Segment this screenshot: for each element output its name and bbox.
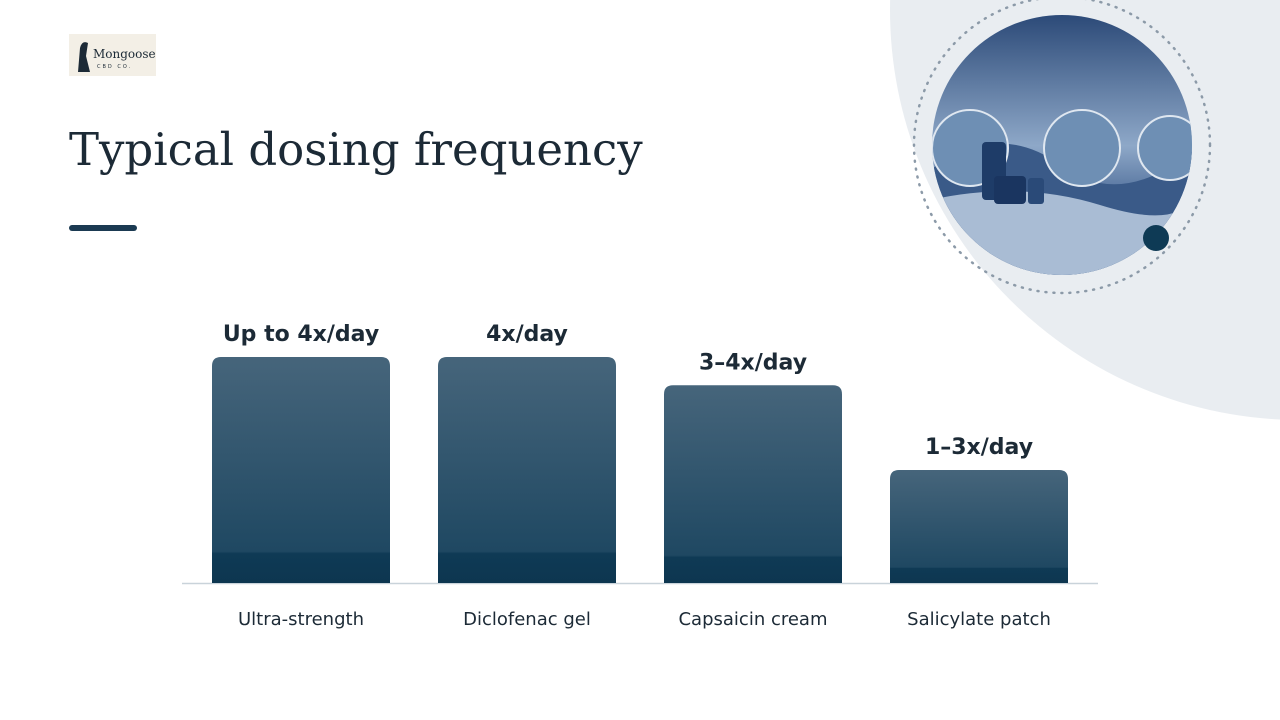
title-underline: [69, 225, 137, 231]
value-label: 1–3x/day: [925, 435, 1033, 460]
bar: [212, 357, 390, 583]
x-tick-label: Ultra-strength: [238, 609, 364, 630]
dotted-ring: [912, 0, 1212, 295]
value-label: 4x/day: [486, 322, 568, 347]
accent-dot: [1143, 225, 1169, 251]
x-tick-label: Capsaicin cream: [678, 609, 827, 630]
logo-icon: [78, 42, 90, 72]
bar: [438, 357, 616, 583]
bar: [890, 470, 1068, 583]
bar: [664, 385, 842, 583]
x-tick-label: Salicylate patch: [907, 609, 1051, 630]
chart-title: Typical dosing frequency: [69, 123, 643, 176]
logo-name: Mongoose: [93, 47, 156, 61]
value-label: Up to 4x/day: [223, 322, 379, 347]
x-tick-label: Diclofenac gel: [463, 609, 591, 630]
logo-tagline: CBD CO.: [97, 64, 132, 70]
value-label: 3–4x/day: [699, 350, 807, 375]
